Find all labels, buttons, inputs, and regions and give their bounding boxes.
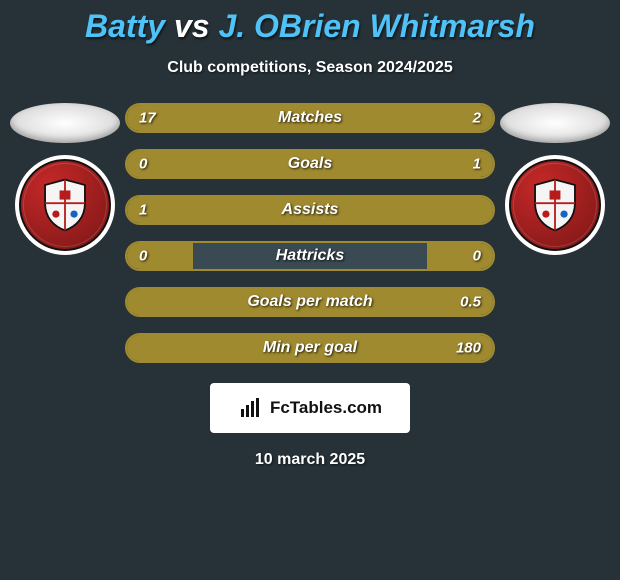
brand-badge: FcTables.com — [210, 383, 410, 433]
vs-text: vs — [174, 8, 210, 44]
stat-bar-row: Goals per match 0.5 — [125, 287, 495, 317]
bar-fill-left — [127, 243, 193, 269]
subtitle: Club competitions, Season 2024/2025 — [0, 59, 620, 77]
bar-value-left: 1 — [139, 202, 147, 219]
stat-bars: 17 Matches 2 0 Goals 1 1 Assists 0 Hattricks 0 Goal… — [125, 103, 495, 363]
chart-icon — [238, 396, 262, 420]
right-badge-column — [495, 103, 615, 255]
bar-label: Matches — [278, 109, 342, 127]
bar-label: Hattricks — [276, 247, 344, 265]
bar-value-left: 17 — [139, 110, 156, 127]
bar-fill-right — [427, 243, 493, 269]
stat-bar-row: 0 Goals 1 — [125, 149, 495, 179]
bar-value-right: 2 — [473, 110, 481, 127]
left-club-crest — [15, 155, 115, 255]
bar-value-right: 1 — [473, 156, 481, 173]
bar-label: Min per goal — [263, 339, 357, 357]
stat-bar-row: 17 Matches 2 — [125, 103, 495, 133]
stat-bar-row: 0 Hattricks 0 — [125, 241, 495, 271]
bar-label: Assists — [282, 201, 339, 219]
player2-name: J. OBrien Whitmarsh — [218, 8, 535, 44]
right-ellipse-icon — [500, 103, 610, 143]
left-badge-column — [5, 103, 125, 255]
bar-value-right: 0 — [473, 248, 481, 265]
left-ellipse-icon — [10, 103, 120, 143]
comparison-content: 17 Matches 2 0 Goals 1 1 Assists 0 Hattricks 0 Goal… — [0, 103, 620, 363]
right-club-crest — [505, 155, 605, 255]
date-text: 10 march 2025 — [0, 451, 620, 469]
bar-value-left: 0 — [139, 248, 147, 265]
bar-value-left: 0 — [139, 156, 147, 173]
bar-value-right: 0.5 — [460, 294, 481, 311]
bar-value-right: 180 — [456, 340, 481, 357]
brand-text: FcTables.com — [270, 398, 382, 418]
bar-label: Goals — [288, 155, 332, 173]
stat-bar-row: 1 Assists — [125, 195, 495, 225]
page-title: Batty vs J. OBrien Whitmarsh — [0, 0, 620, 45]
bar-label: Goals per match — [247, 293, 372, 311]
stat-bar-row: Min per goal 180 — [125, 333, 495, 363]
player1-name: Batty — [85, 8, 165, 44]
